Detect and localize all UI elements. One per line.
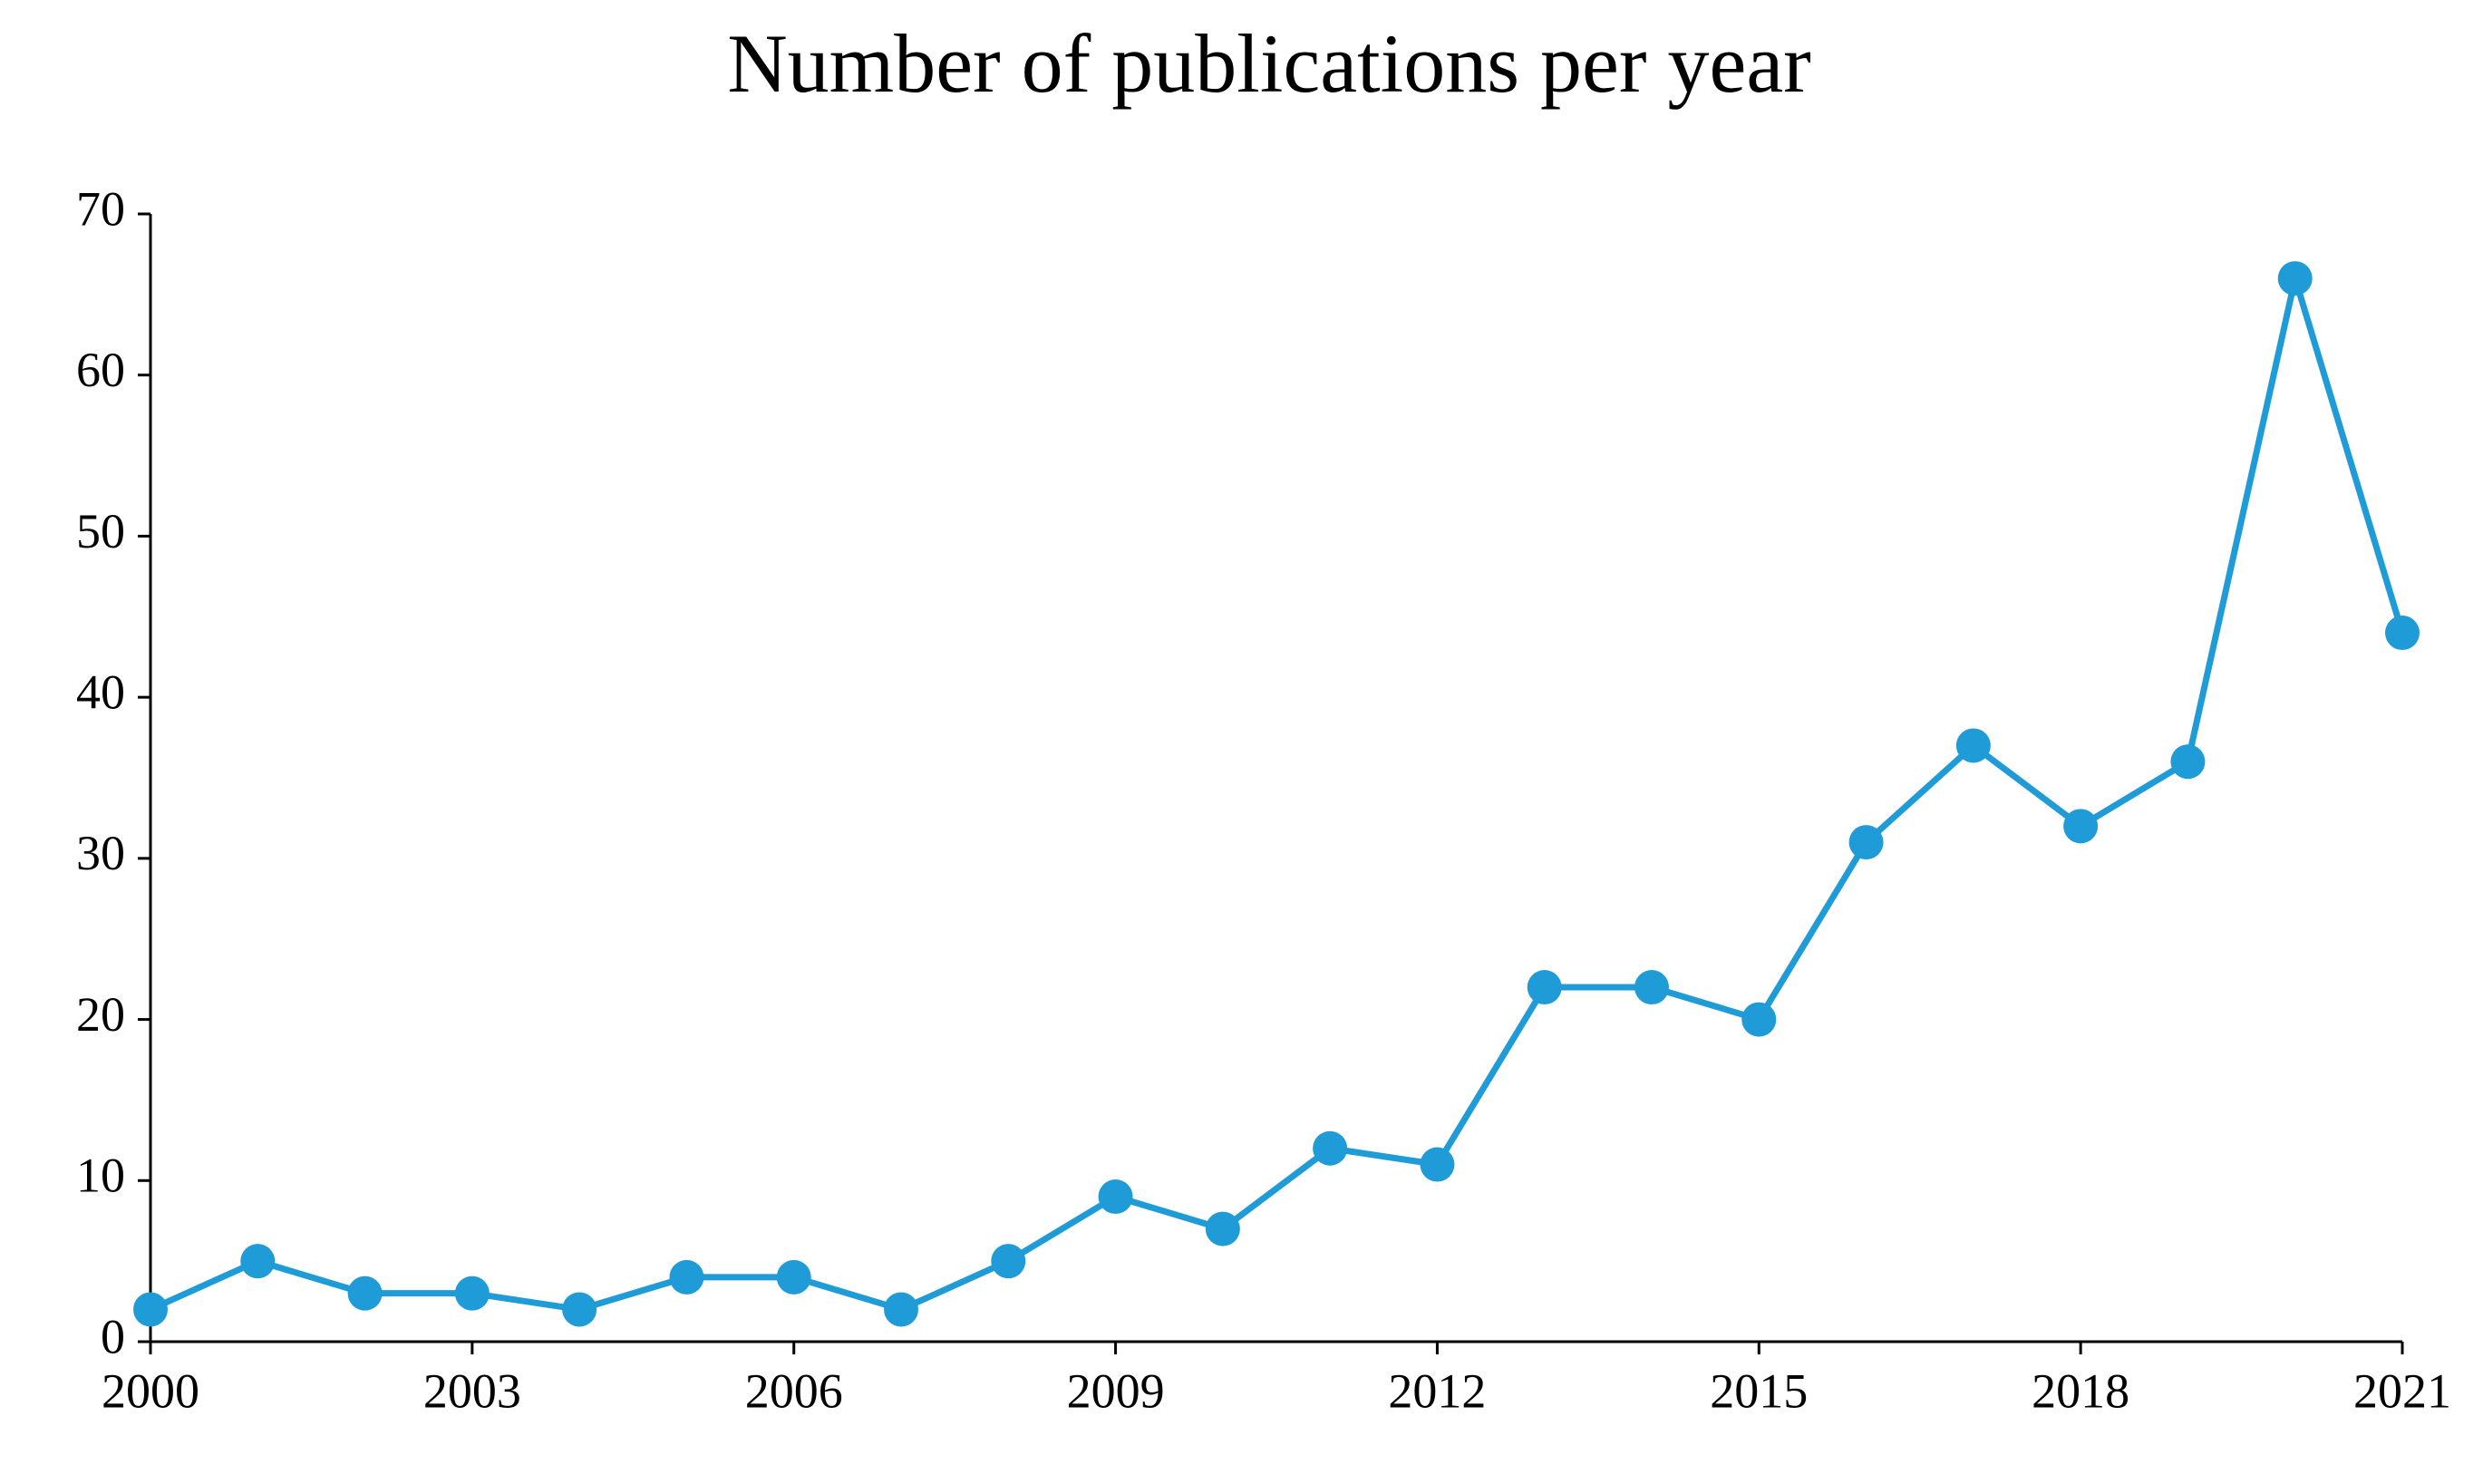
x-tick-label: 2003 <box>423 1363 521 1418</box>
data-point <box>1527 970 1562 1005</box>
data-point <box>1741 1002 1777 1037</box>
data-point <box>1098 1179 1133 1215</box>
data-point <box>669 1259 704 1295</box>
data-point <box>991 1244 1026 1279</box>
y-tick-label: 60 <box>76 343 125 397</box>
data-point <box>1420 1147 1455 1182</box>
data-point <box>454 1275 490 1311</box>
data-point <box>2277 261 2313 296</box>
data-point <box>1205 1211 1240 1246</box>
x-tick-label: 2018 <box>2032 1363 2129 1418</box>
data-point <box>2170 744 2206 780</box>
y-tick-label: 30 <box>76 826 125 880</box>
data-point <box>1848 825 1884 860</box>
data-point <box>1634 970 1669 1005</box>
x-tick-label: 2009 <box>1067 1363 1165 1418</box>
x-tick-label: 2015 <box>1710 1363 1808 1418</box>
x-tick-label: 2021 <box>2353 1363 2451 1418</box>
data-point <box>562 1292 597 1327</box>
y-tick-label: 40 <box>76 665 125 720</box>
data-point <box>240 1244 276 1279</box>
x-tick-label: 2006 <box>745 1363 843 1418</box>
y-tick-label: 70 <box>76 181 125 236</box>
data-point <box>776 1259 811 1295</box>
y-tick-label: 20 <box>76 987 125 1042</box>
x-tick-label: 2000 <box>102 1363 199 1418</box>
data-point <box>2385 616 2420 651</box>
chart-title: Number of publications per year <box>727 17 1811 110</box>
data-point <box>1955 728 1991 763</box>
data-point <box>347 1275 383 1311</box>
x-tick-label: 2012 <box>1388 1363 1486 1418</box>
data-point <box>2063 809 2099 844</box>
data-point <box>133 1292 168 1327</box>
data-point <box>884 1292 918 1327</box>
data-line <box>149 275 2406 1313</box>
y-tick-label: 50 <box>76 504 125 558</box>
y-tick-label: 0 <box>101 1309 125 1363</box>
data-point <box>1313 1130 1348 1166</box>
y-tick-label: 10 <box>76 1149 125 1203</box>
